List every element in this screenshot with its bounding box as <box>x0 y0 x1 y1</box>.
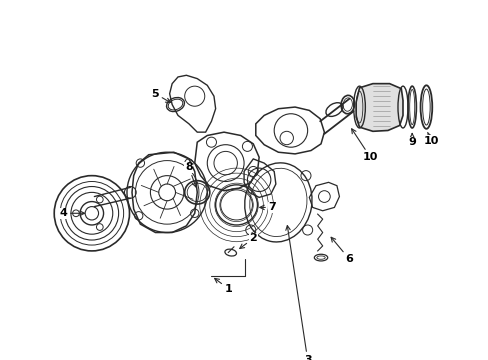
Text: 5: 5 <box>151 89 170 103</box>
Text: 8: 8 <box>184 162 196 187</box>
Text: 3: 3 <box>285 226 311 360</box>
Text: 6: 6 <box>330 237 353 264</box>
Text: 10: 10 <box>351 129 377 162</box>
Text: 9: 9 <box>407 134 415 147</box>
Polygon shape <box>355 84 402 131</box>
Text: 10: 10 <box>423 132 438 145</box>
Text: 1: 1 <box>214 278 232 293</box>
Text: 4: 4 <box>60 208 84 218</box>
Text: 2: 2 <box>239 233 257 248</box>
Text: 7: 7 <box>259 202 276 212</box>
